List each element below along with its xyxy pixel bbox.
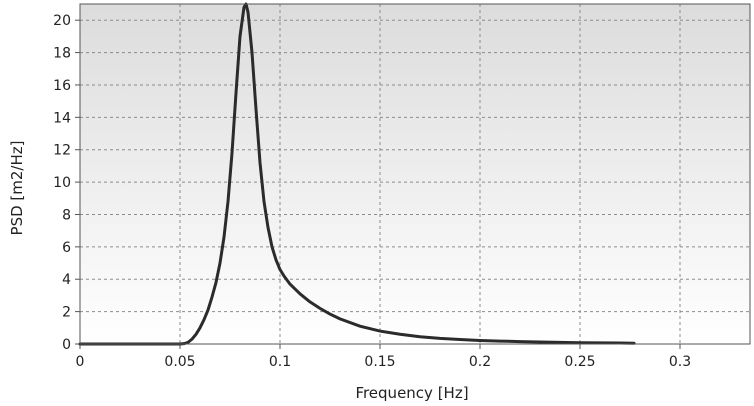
x-axis-title: Frequency [Hz] <box>355 384 468 402</box>
x-tick-label: 0.2 <box>469 354 491 370</box>
plot-background <box>80 4 750 344</box>
plot-frame <box>79 3 751 345</box>
x-tick-label: 0.05 <box>164 354 195 370</box>
y-tick-label: 6 <box>62 240 71 256</box>
x-tick-label: 0.25 <box>564 354 595 370</box>
y-tick-label: 0 <box>62 337 71 353</box>
x-tick-label: 0 <box>76 354 85 370</box>
y-tick-labels: 0 2 4 6 8 10 12 14 16 18 20 <box>53 13 71 353</box>
x-tick-label: 0.3 <box>669 354 691 370</box>
y-tick-label: 2 <box>62 305 71 321</box>
psd-series-line <box>78 2 636 346</box>
y-axis-title: PSD [m2/Hz] <box>8 141 26 236</box>
y-tick-label: 20 <box>53 13 71 29</box>
y-tick-label: 18 <box>53 46 71 62</box>
y-tick-label: 14 <box>53 110 71 126</box>
grid-lines <box>80 4 750 344</box>
y-tick-label: 12 <box>53 143 71 159</box>
x-tick-labels: 0 0.05 0.1 0.15 0.2 0.25 0.3 <box>76 354 692 370</box>
y-tick-label: 10 <box>53 175 71 191</box>
x-tick-label: 0.15 <box>364 354 395 370</box>
y-tick-label: 16 <box>53 78 71 94</box>
y-tick-label: 8 <box>62 207 71 223</box>
y-tick-label: 4 <box>62 272 71 288</box>
x-tick-label: 0.1 <box>269 354 291 370</box>
